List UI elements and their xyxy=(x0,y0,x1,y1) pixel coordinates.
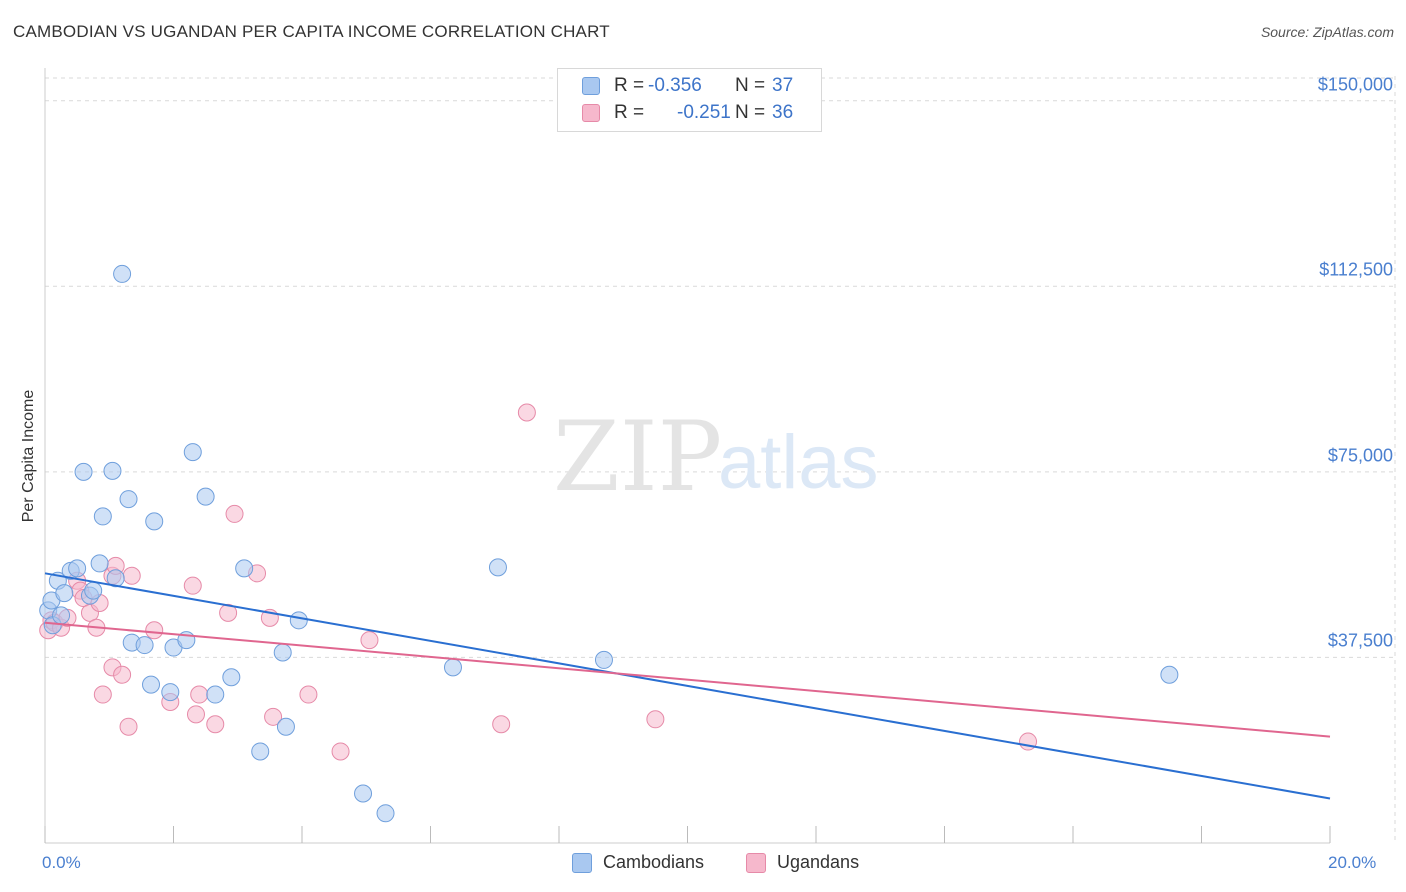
axes xyxy=(44,68,1331,844)
cambodians-point xyxy=(354,784,373,803)
ugandans-point xyxy=(206,715,225,734)
chart-title: CAMBODIAN VS UGANDAN PER CAPITA INCOME C… xyxy=(13,22,610,41)
cambodians-swatch xyxy=(582,77,600,95)
cambodians-point xyxy=(376,804,395,823)
r-label: R = xyxy=(614,75,645,96)
cambodians-point xyxy=(103,461,122,480)
cambodians-trend-line xyxy=(44,572,1331,800)
cambodians-point xyxy=(235,559,254,578)
correlation-legend: R = -0.356 N = 37 R = -0.251 N = 36 xyxy=(557,68,822,132)
cambodians-point xyxy=(90,554,109,573)
ugandans-point xyxy=(299,685,318,704)
y-tick-label: $150,000 xyxy=(1317,74,1393,95)
cambodians-point xyxy=(68,559,87,578)
n-value: 37 xyxy=(772,75,794,96)
y-tick-label: $75,000 xyxy=(1327,445,1393,466)
cambodians-swatch xyxy=(572,853,592,873)
cambodians-points xyxy=(39,264,1179,823)
cambodians-point xyxy=(1160,665,1179,684)
ugandans-point xyxy=(119,717,138,736)
ugandans-point xyxy=(122,566,141,585)
y-tick-label: $37,500 xyxy=(1327,630,1393,651)
ugandans-point xyxy=(183,576,202,595)
watermark-atlas: atlas xyxy=(718,420,879,505)
ugandans-point xyxy=(93,685,112,704)
cambodians-point xyxy=(106,569,125,588)
x-tick-max: 20.0% xyxy=(1328,853,1377,872)
cambodians-point xyxy=(161,683,180,702)
cambodians-point xyxy=(142,675,161,694)
cambodians-point xyxy=(84,581,103,600)
cambodians-point xyxy=(135,636,154,655)
n-label: N = xyxy=(735,75,766,96)
r-value: -0.251 xyxy=(677,102,731,123)
r-value: -0.356 xyxy=(648,75,702,96)
legend-label: Ugandans xyxy=(777,852,860,872)
cambodians-point xyxy=(74,462,93,481)
ugandans-point xyxy=(646,710,665,729)
ugandans-point xyxy=(264,707,283,726)
ugandans-point xyxy=(186,705,205,724)
cambodians-point xyxy=(222,668,241,687)
cambodians-point xyxy=(251,742,270,761)
n-value: 36 xyxy=(772,102,794,123)
cambodians-point xyxy=(289,611,308,630)
cambodians-point xyxy=(183,443,202,462)
ugandans-point xyxy=(492,715,511,734)
n-label: N = xyxy=(735,102,766,123)
cambodians-point xyxy=(273,643,292,662)
x-tick-min: 0.0% xyxy=(42,853,81,872)
ugandans-point xyxy=(225,504,244,523)
cambodians-point xyxy=(488,558,507,577)
cambodians-point xyxy=(206,685,225,704)
ugandans-point xyxy=(190,685,209,704)
cambodians-point xyxy=(113,264,132,283)
y-tick-label: $112,500 xyxy=(1319,259,1393,280)
cambodians-point xyxy=(276,717,295,736)
ugandans-point xyxy=(331,742,350,761)
ugandans-swatch xyxy=(582,104,600,122)
cambodians-point xyxy=(145,512,164,531)
legend-label: Cambodians xyxy=(603,852,705,872)
cambodians-point xyxy=(52,606,71,625)
cambodians-point xyxy=(55,584,74,603)
ugandans-point xyxy=(517,403,536,422)
cambodians-point xyxy=(196,487,215,506)
ugandans-trend-line xyxy=(44,621,1331,738)
r-label: R = xyxy=(614,102,645,123)
cambodians-point xyxy=(119,490,138,509)
ugandans-point xyxy=(113,665,132,684)
chart-source: Source: ZipAtlas.com xyxy=(1260,24,1394,40)
ugandans-point xyxy=(145,621,164,640)
cambodians-point xyxy=(93,507,112,526)
cambodians-point xyxy=(594,650,613,669)
watermark-zip: ZIP xyxy=(553,401,722,513)
trend-lines xyxy=(44,572,1331,800)
cambodians-point xyxy=(443,658,462,677)
ugandans-swatch xyxy=(746,853,766,873)
ugandans-point xyxy=(360,631,379,650)
